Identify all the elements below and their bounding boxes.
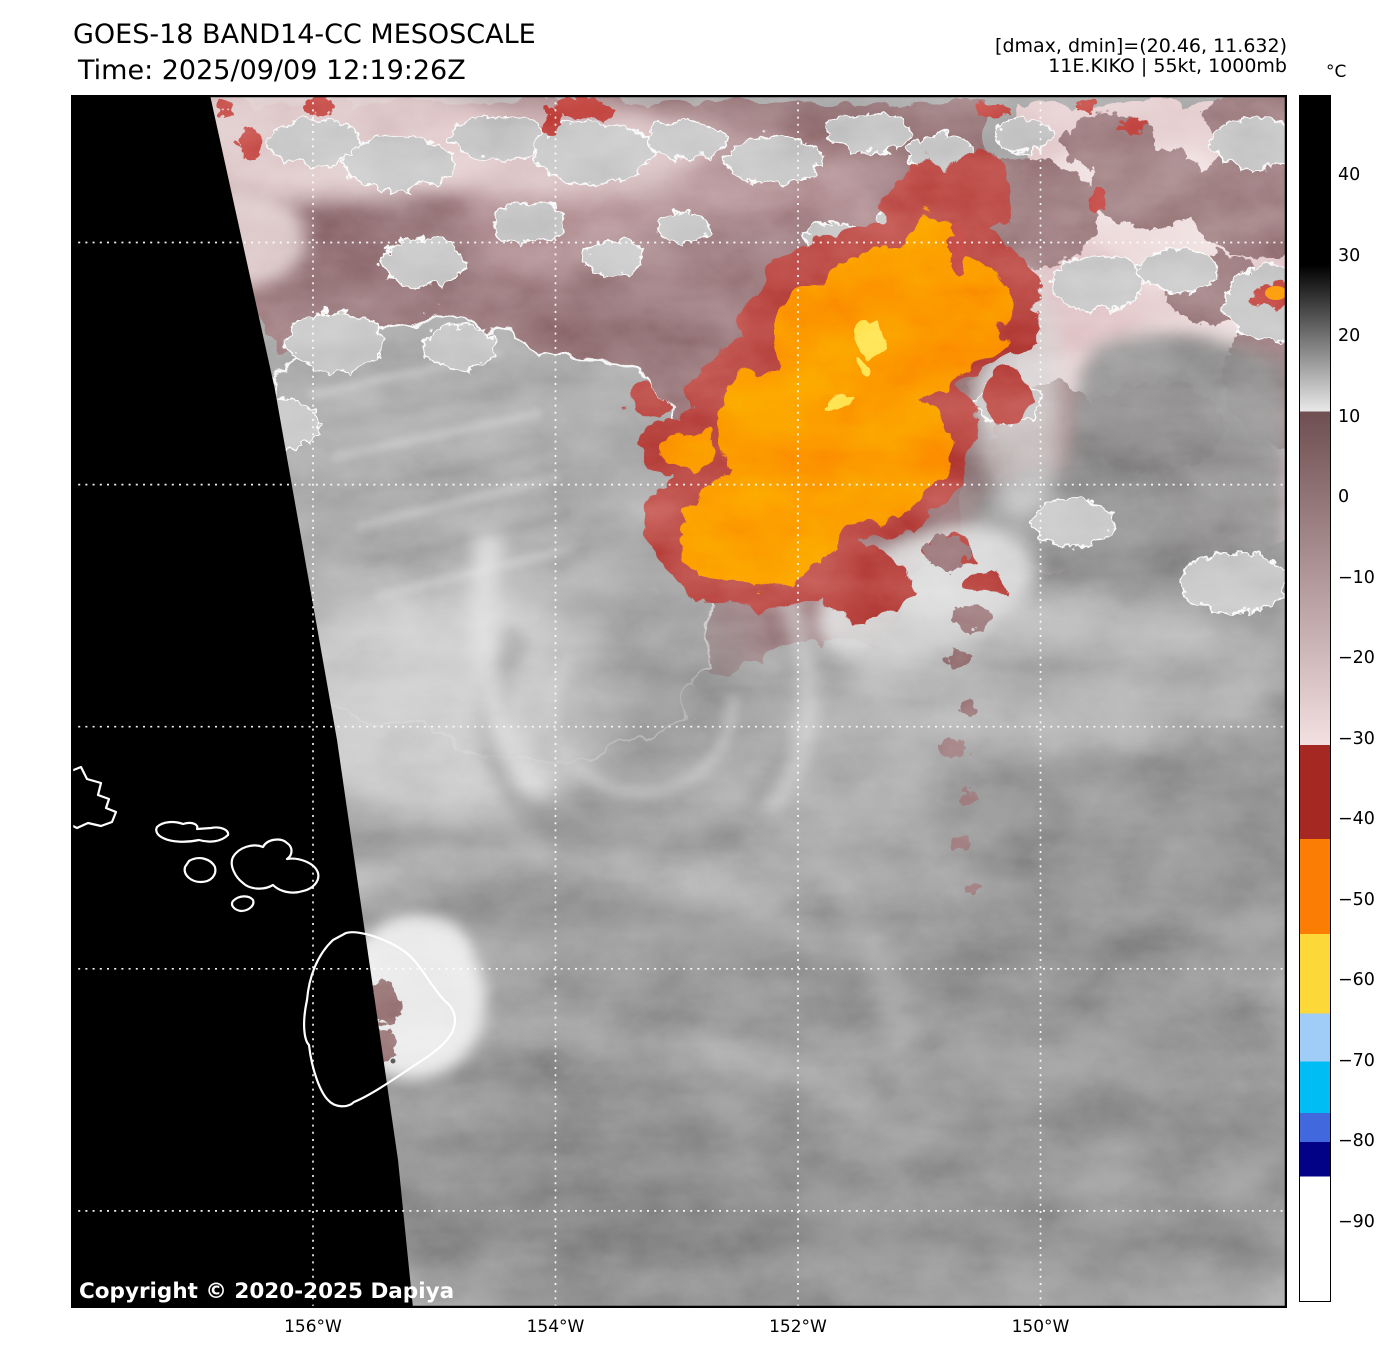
- lon-tick-label: 152°W: [769, 1317, 827, 1337]
- no-data-swath: [71, 95, 413, 1308]
- colorbar-tick-label: 30: [1338, 245, 1361, 266]
- colorbar-tick-label: −40: [1338, 809, 1375, 830]
- colorbar-tick-label: 0: [1338, 487, 1350, 508]
- colorbar-tick-label: −80: [1338, 1131, 1375, 1152]
- lanai-coastline: [183, 857, 217, 884]
- lon-tick-label: 156°W: [284, 1317, 342, 1337]
- lon-tick-label: 150°W: [1011, 1317, 1070, 1337]
- dmax-dmin-annotation: [dmax, dmin]=(20.46, 11.632): [995, 35, 1287, 57]
- colorbar: [1299, 95, 1331, 1302]
- plot-time: Time: 2025/09/09 12:19:26Z: [78, 55, 466, 86]
- colorbar-tick-label: −60: [1338, 970, 1375, 991]
- annotations: [dmax, dmin]=(20.46, 11.632) 11E.KIKO | …: [995, 36, 1287, 76]
- colorbar-tick-label: −20: [1338, 648, 1375, 669]
- colorbar-unit-label: °C: [1326, 62, 1347, 82]
- storm-annotation: 11E.KIKO | 55kt, 1000mb: [1048, 55, 1287, 77]
- graticule: [71, 95, 1287, 1308]
- satellite-map: Copyright © 2020-2025 Dapiya: [41, 80, 1390, 1359]
- big-island-coastline: [303, 931, 457, 1108]
- lon-tick-label: 154°W: [526, 1317, 585, 1337]
- colorbar-tick-label: −10: [1338, 567, 1375, 588]
- colorbar-tick-label: 10: [1338, 406, 1361, 427]
- colorbar-tick-label: 20: [1338, 326, 1361, 347]
- maui-coastline: [230, 838, 320, 894]
- colorbar-tick-label: −70: [1338, 1050, 1375, 1071]
- molokai-coastline: [155, 820, 230, 843]
- colorbar-tick-label: −90: [1338, 1211, 1375, 1232]
- plot-border: [70, 94, 1288, 1309]
- copyright: Copyright © 2020-2025 Dapiya: [79, 1279, 454, 1304]
- kahoolawe-coastline: [230, 895, 255, 913]
- colorbar-tick-label: 40: [1338, 165, 1361, 186]
- colorbar-tick-label: −50: [1338, 889, 1375, 910]
- plot-title: GOES-18 BAND14-CC MESOSCALE: [73, 19, 536, 50]
- colorbar-tick-label: −30: [1338, 728, 1375, 749]
- oahu-coastline: [69, 765, 118, 830]
- hawaii-coastlines: [69, 765, 457, 1108]
